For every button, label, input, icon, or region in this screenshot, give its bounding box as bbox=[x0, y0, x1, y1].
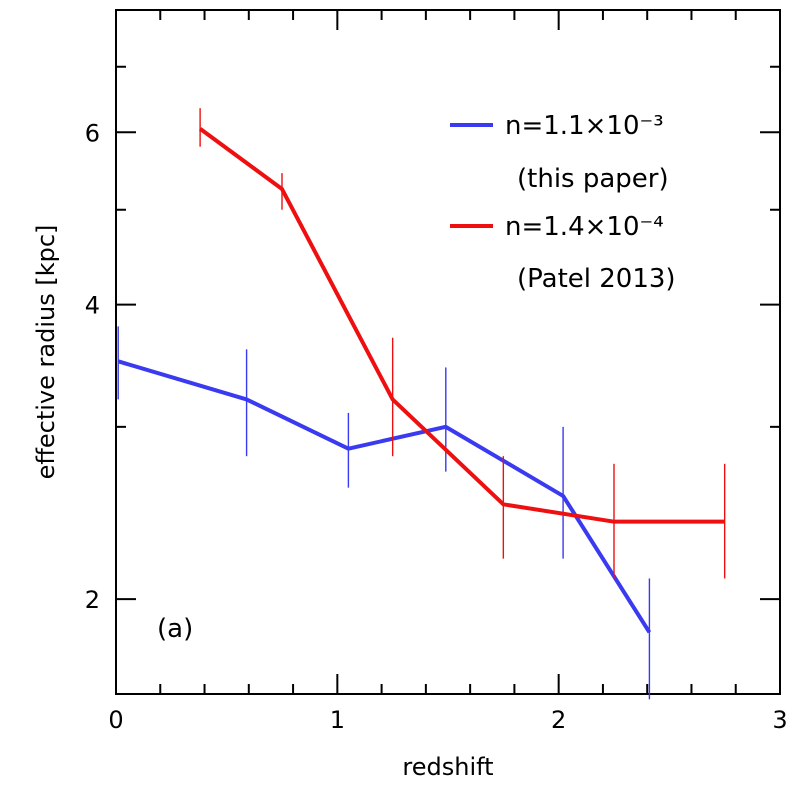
y-axis-label: effective radius [kpc] bbox=[32, 225, 60, 480]
series-1-line bbox=[117, 359, 652, 634]
x-axis-label: redshift bbox=[402, 753, 493, 781]
series-1 bbox=[117, 326, 652, 700]
legend-label-series-1-line2: (this paper) bbox=[517, 164, 669, 194]
y-tick-label: 2 bbox=[85, 586, 100, 614]
plot-frame bbox=[115, 9, 781, 695]
y-tick-label: 6 bbox=[85, 119, 100, 147]
x-tick-label: 0 bbox=[108, 706, 123, 734]
x-tick-label: 1 bbox=[330, 706, 345, 734]
y-tick-label: 4 bbox=[85, 292, 100, 320]
x-tick-label: 2 bbox=[551, 706, 566, 734]
axis-ticks bbox=[115, 10, 781, 694]
axis-tick-labels: 0 1 2 3 2 4 6 bbox=[85, 119, 788, 734]
legend-label-series-2-line1: n=1.4×10⁻⁴ bbox=[505, 212, 664, 242]
x-tick-label: 3 bbox=[772, 706, 787, 734]
legend: n=1.1×10⁻³ (this paper) n=1.4×10⁻⁴ (Pate… bbox=[450, 111, 676, 294]
series-layer bbox=[117, 108, 726, 700]
series-2-line bbox=[198, 127, 725, 524]
legend-label-series-2-line2: (Patel 2013) bbox=[517, 264, 676, 294]
legend-label-series-1-line1: n=1.1×10⁻³ bbox=[505, 111, 664, 141]
series-2 bbox=[198, 108, 726, 579]
panel-label: (a) bbox=[157, 614, 193, 644]
